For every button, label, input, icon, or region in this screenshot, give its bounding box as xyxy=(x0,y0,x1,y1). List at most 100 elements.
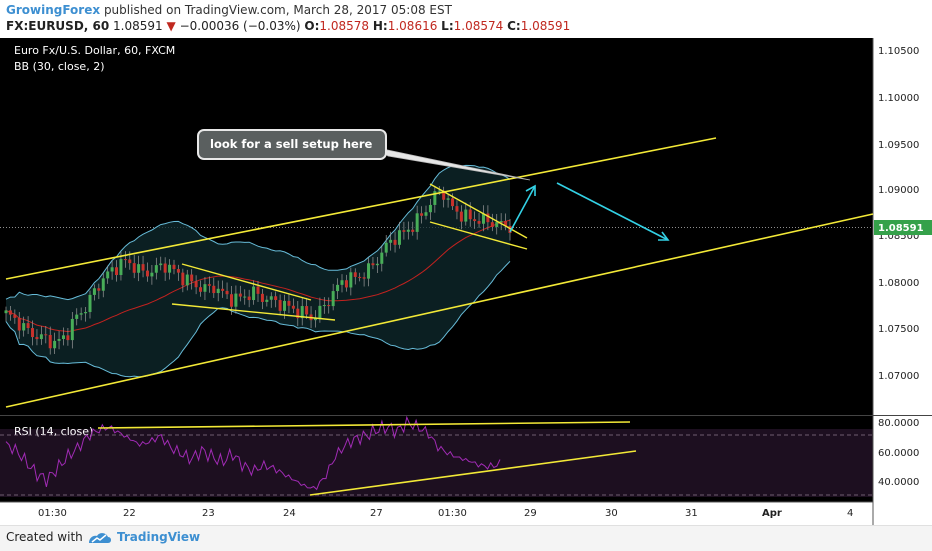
time-tick: 4 xyxy=(847,508,853,519)
channel-upper-line[interactable] xyxy=(5,137,717,280)
rsi-tick: 40.0000 xyxy=(878,477,919,488)
candle-body xyxy=(305,306,309,315)
candle-body xyxy=(123,259,127,261)
rsi-line xyxy=(5,415,501,491)
candle-body xyxy=(190,274,194,282)
candle-body xyxy=(154,265,158,273)
candle-body xyxy=(428,204,432,213)
bb-fill xyxy=(6,165,510,377)
candle-body xyxy=(97,288,101,291)
symbol-label: FX:EURUSD, 60 xyxy=(6,19,110,33)
candle-body xyxy=(66,335,70,341)
price-tick: 1.07000 xyxy=(878,371,919,382)
candle-body xyxy=(17,317,21,331)
candle-body xyxy=(473,219,477,222)
instrument-label: Euro Fx/U.S. Dollar, 60, FXCM xyxy=(14,44,175,57)
candle-body xyxy=(464,209,468,222)
candle-body xyxy=(446,198,450,200)
candle-body xyxy=(442,190,446,200)
time-axis[interactable] xyxy=(0,502,873,525)
price-tick: 1.10000 xyxy=(878,93,919,104)
candle-body xyxy=(238,293,242,297)
candle-body xyxy=(504,220,508,226)
candle-body xyxy=(44,334,48,336)
tradingview-logo-icon[interactable] xyxy=(87,531,113,545)
candle-body xyxy=(88,294,92,313)
created-with-text: Created with xyxy=(6,530,83,544)
price-chart[interactable]: Euro Fx/U.S. Dollar, 60, FXCM BB (30, cl… xyxy=(0,38,932,525)
price-tick: 1.09500 xyxy=(878,140,919,151)
bb-upper-line xyxy=(5,164,511,301)
footer-bar: Created with TradingView xyxy=(0,525,932,551)
channel-lower-line[interactable] xyxy=(5,213,874,408)
time-tick: 30 xyxy=(605,508,618,519)
price-axis[interactable] xyxy=(873,38,932,525)
candle-body xyxy=(406,229,410,232)
up-arrow-icon[interactable] xyxy=(509,184,536,233)
price-tick: 1.09000 xyxy=(878,185,919,196)
close-value: 1.08591 xyxy=(520,19,571,33)
candle-body xyxy=(39,334,43,340)
candle-body xyxy=(415,213,419,232)
candle-body xyxy=(176,269,180,273)
low-label: L: xyxy=(441,19,454,33)
author-link[interactable]: GrowingForex xyxy=(6,3,101,17)
candle-body xyxy=(203,284,207,292)
candle-body xyxy=(70,318,74,341)
candle-body xyxy=(128,259,132,264)
bollinger-bands xyxy=(5,164,511,378)
time-tick: 29 xyxy=(524,508,537,519)
candle-body xyxy=(216,288,220,294)
tradingview-brand-link[interactable]: TradingView xyxy=(117,530,201,544)
chart-area[interactable]: Euro Fx/U.S. Dollar, 60, FXCM BB (30, cl… xyxy=(0,38,932,525)
candle-body xyxy=(291,305,295,309)
candle-body xyxy=(375,263,379,266)
candle-body xyxy=(486,213,490,223)
candle-body xyxy=(84,312,88,314)
candle-body xyxy=(207,284,211,286)
down-arrow-icon[interactable] xyxy=(556,182,670,241)
close-label: C: xyxy=(507,19,521,33)
candle-body xyxy=(243,296,247,298)
candle-body xyxy=(137,264,141,273)
rsi-resistance-line[interactable] xyxy=(97,421,631,429)
candle-body xyxy=(247,296,251,301)
candle-body xyxy=(362,277,366,279)
high-value: 1.08616 xyxy=(387,19,438,33)
candle-body xyxy=(260,293,264,302)
time-tick: 31 xyxy=(685,508,698,519)
candle-body xyxy=(4,310,8,314)
wedge-1-lower[interactable] xyxy=(171,303,336,321)
annotation-callout[interactable]: look for a sell setup here xyxy=(197,129,531,181)
wedge-2-lower[interactable] xyxy=(429,221,528,250)
price-change: −0.00036 (−0.03%) xyxy=(179,19,301,33)
time-tick: 01:30 xyxy=(38,508,67,519)
candle-body xyxy=(265,299,269,302)
publish-info: GrowingForex published on TradingView.co… xyxy=(6,3,452,17)
candle-body xyxy=(252,286,256,301)
published-text: published on TradingView.com, March 28, … xyxy=(103,3,452,17)
rsi-support-line[interactable] xyxy=(309,450,637,496)
ohlc-line: FX:EURUSD, 60 1.08591 ▼ −0.00036 (−0.03%… xyxy=(6,19,570,33)
candle-body xyxy=(150,272,154,277)
candle-body xyxy=(53,340,57,349)
wedge-1-upper[interactable] xyxy=(181,263,312,301)
candle-body xyxy=(331,291,335,307)
chart-header: GrowingForex published on TradingView.co… xyxy=(0,0,932,38)
candle-body xyxy=(420,213,424,216)
candle-body xyxy=(145,270,149,277)
candle-body xyxy=(13,314,17,318)
last-price-label: 1.08591 xyxy=(878,223,924,234)
candle-body xyxy=(322,305,326,307)
candle-body xyxy=(48,334,52,349)
candle-body xyxy=(8,310,12,315)
rsi-series xyxy=(5,415,501,491)
candle-body xyxy=(274,296,278,301)
rsi-band-fill xyxy=(0,429,873,497)
candle-body xyxy=(300,306,304,319)
candle-body xyxy=(340,280,344,285)
down-arrow-icon: ▼ xyxy=(166,19,176,33)
candle-body xyxy=(61,335,65,340)
open-label: O: xyxy=(304,19,320,33)
candle-body xyxy=(371,263,375,266)
